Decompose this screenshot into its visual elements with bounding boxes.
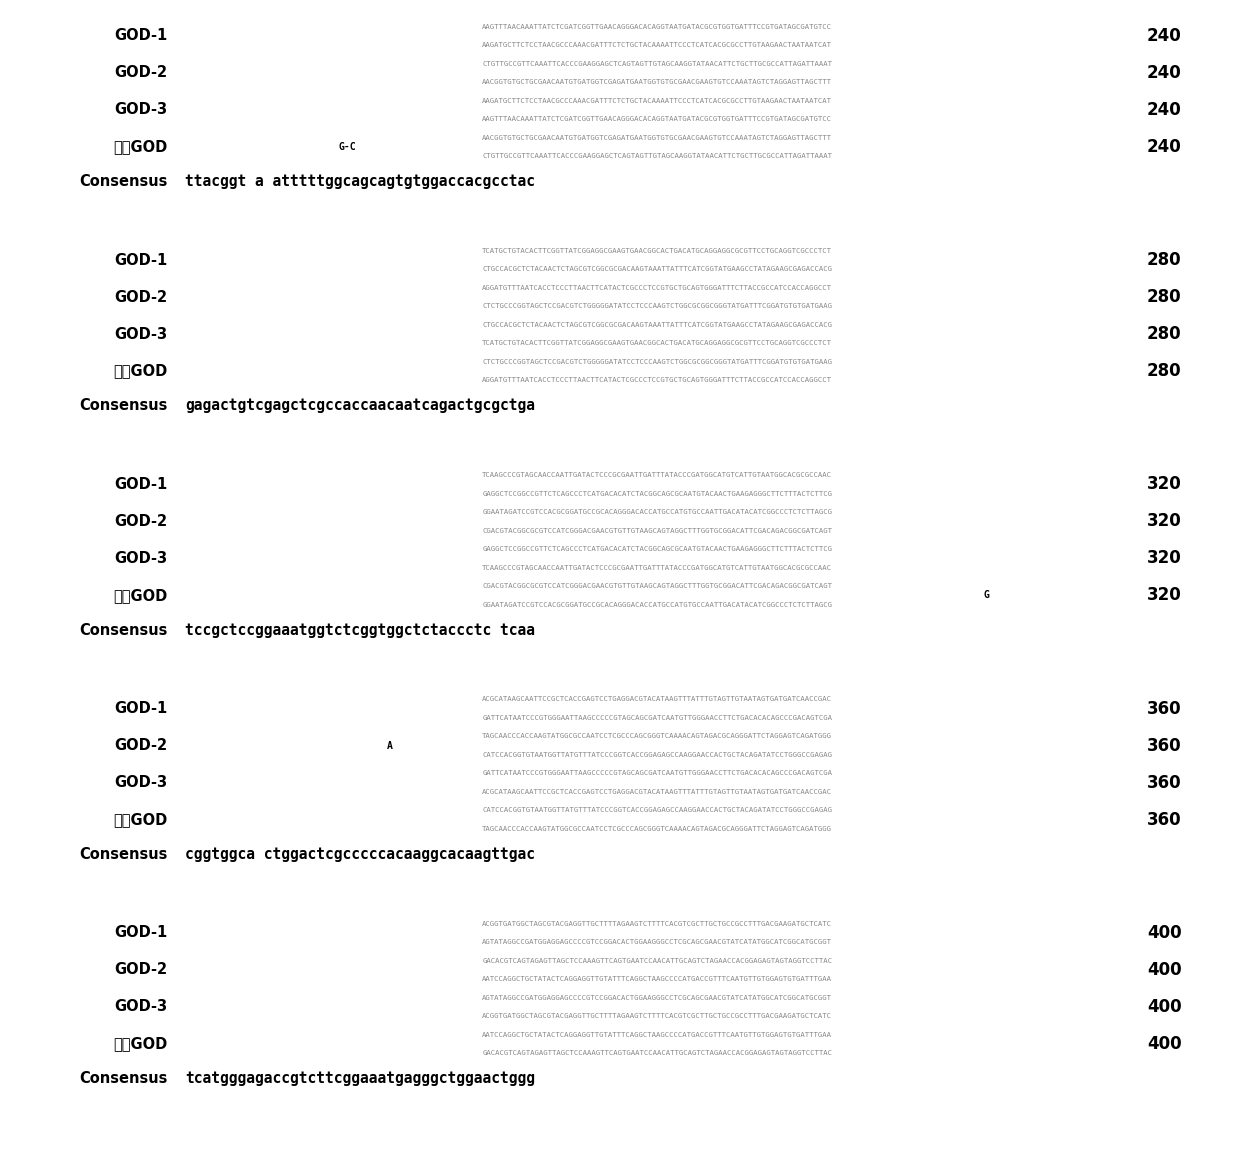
Text: TCAAGCCCGTAGCAACCAATTGATACTCCCGCGAATTGATTTATACCCGATGGCATGTCATTGTAATGGCACGCGCCAAC: TCAAGCCCGTAGCAACCAATTGATACTCCCGCGAATTGAT… xyxy=(482,564,832,571)
Text: Consensus: Consensus xyxy=(79,1072,167,1085)
Text: CGACGTACGGCGCGTCCATCGGGACGAACGTGTTGTAAGCAGTAGGCTTTGGTGCGGACATTCGACAGACGGCGATCAGT: CGACGTACGGCGCGTCCATCGGGACGAACGTGTTGTAAGC… xyxy=(482,527,832,534)
Text: cggtggca ctggactcgcccccacaaggcacaagttgac: cggtggca ctggactcgcccccacaaggcacaagttgac xyxy=(185,847,534,861)
Text: AAGATGCTTCTCCTAACGCCCAAACGATTTCTCTGCTACAAAATTCCCTCATCACGCGCCTTGTAAGAACTAATAATCAT: AAGATGCTTCTCCTAACGCCCAAACGATTTCTCTGCTACA… xyxy=(482,42,832,49)
Text: GATTCATAATCCCGTGGGAATTAAGCCCCCGTAGCAGCGATCAATGTTGGGAACCTTCTGACACACAGCCCGACAGTCGA: GATTCATAATCCCGTGGGAATTAAGCCCCCGTAGCAGCGA… xyxy=(482,770,832,777)
Text: tcatgggagaccgtcttcggaaatgagggctggaactggg: tcatgggagaccgtcttcggaaatgagggctggaactggg xyxy=(185,1072,534,1085)
Text: 240: 240 xyxy=(1147,138,1182,156)
Text: AGGATGTTTAATCACCTCCCTTAACTTCATACTCGCCCTCCGTGCTGCAGTGGGATTTCTTACCGCCATCCACCAGGCCT: AGGATGTTTAATCACCTCCCTTAACTTCATACTCGCCCTC… xyxy=(482,377,832,384)
Text: 240: 240 xyxy=(1147,101,1182,119)
Text: CTGCCACGCTCTACAACTCTAGCGTCGGCGCGACAAGTAAATTATTTCATCGGTATGAAGCCTATAGAAGCGAGACCACG: CTGCCACGCTCTACAACTCTAGCGTCGGCGCGACAAGTAA… xyxy=(482,321,832,328)
Text: AATCCAGGCTGCTATACTCAGGAGGTTGTATTTCAGGCTAAGCCCCATGACCGTTTCAATGTTGTGGAGTGTGATTTGAA: AATCCAGGCTGCTATACTCAGGAGGTTGTATTTCAGGCTA… xyxy=(482,1031,832,1038)
Text: AGTATAGGCCGATGGAGGAGCCCCGTCCGGACACTGGAAGGGCCTCGCAGCGAACGTATCATATGGCATCGGCATGCGGT: AGTATAGGCCGATGGAGGAGCCCCGTCCGGACACTGGAAG… xyxy=(482,939,832,946)
Text: TCATGCTGTACACTTCGGTTATCGGAGGCGAAGTGAACGGCACTGACATGCAGGAGGCGCGTTCCTGCAGGTCGCCCTCT: TCATGCTGTACACTTCGGTTATCGGAGGCGAAGTGAACGG… xyxy=(482,247,832,254)
Text: gagactgtcgagctcgccaccaacaatcagactgcgctga: gagactgtcgagctcgccaccaacaatcagactgcgctga xyxy=(185,399,534,413)
Text: 280: 280 xyxy=(1147,288,1182,306)
Text: 400: 400 xyxy=(1147,961,1182,979)
Text: G-C: G-C xyxy=(339,142,356,151)
Text: 400: 400 xyxy=(1147,924,1182,942)
Text: ACGCATAAGCAATTCCGCTCACCGAGTCCTGAGGACGTACATAAGTTTATTTGTAGTTGTAATAGTGATGATCAACCGAC: ACGCATAAGCAATTCCGCTCACCGAGTCCTGAGGACGTAC… xyxy=(482,696,832,703)
Text: 320: 320 xyxy=(1147,549,1182,568)
Text: GOD-3: GOD-3 xyxy=(114,327,167,341)
Text: CGACGTACGGCGCGTCCATCGGGACGAACGTGTTGTAAGCAGTAGGCTTTGGTGCGGACATTCGACAGACGGCGATCAGT: CGACGTACGGCGCGTCCATCGGGACGAACGTGTTGTAAGC… xyxy=(482,583,832,590)
Text: 280: 280 xyxy=(1147,251,1182,269)
Text: 原始GOD: 原始GOD xyxy=(113,364,167,378)
Text: Consensus: Consensus xyxy=(79,847,167,861)
Text: GOD-2: GOD-2 xyxy=(114,290,167,304)
Text: CTCTGCCCGGTAGCTCCGACGTCTGGGGGATATCCTCCCAAGTCTGGCGCGGCGGGTATGATTTCGGATGTGTGATGAAG: CTCTGCCCGGTAGCTCCGACGTCTGGGGGATATCCTCCCA… xyxy=(482,358,832,365)
Text: GGAATAGATCCGTCCACGCGGATGCCGCACAGGGACACCATGCCATGTGCCAATTGACATACATCGGCCCTCTCTTAGCG: GGAATAGATCCGTCCACGCGGATGCCGCACAGGGACACCA… xyxy=(482,509,832,516)
Text: Consensus: Consensus xyxy=(79,175,167,188)
Text: GATTCATAATCCCGTGGGAATTAAGCCCCCGTAGCAGCGATCAATGTTGGGAACCTTCTGACACACAGCCCGACAGTCGA: GATTCATAATCCCGTGGGAATTAAGCCCCCGTAGCAGCGA… xyxy=(482,714,832,721)
Text: GOD-1: GOD-1 xyxy=(114,29,167,43)
Text: GOD-2: GOD-2 xyxy=(114,739,167,753)
Text: TCATGCTGTACACTTCGGTTATCGGAGGCGAAGTGAACGGCACTGACATGCAGGAGGCGCGTTCCTGCAGGTCGCCCTCT: TCATGCTGTACACTTCGGTTATCGGAGGCGAAGTGAACGG… xyxy=(482,340,832,347)
Text: 320: 320 xyxy=(1147,586,1182,605)
Text: 240: 240 xyxy=(1147,64,1182,82)
Text: 280: 280 xyxy=(1147,325,1182,343)
Text: 400: 400 xyxy=(1147,998,1182,1016)
Text: GAGGCTCCGGCCGTTCTCAGCCCTCATGACACATCTACGGCAGCGCAATGTACAACTGAAGAGGGCTTCTTTACTCTTCG: GAGGCTCCGGCCGTTCTCAGCCCTCATGACACATCTACGG… xyxy=(482,546,832,553)
Text: AGTATAGGCCGATGGAGGAGCCCCGTCCGGACACTGGAAGGGCCTCGCAGCGAACGTATCATATGGCATCGGCATGCGGT: AGTATAGGCCGATGGAGGAGCCCCGTCCGGACACTGGAAG… xyxy=(482,994,832,1001)
Text: 400: 400 xyxy=(1147,1035,1182,1053)
Text: 360: 360 xyxy=(1147,810,1182,829)
Text: 360: 360 xyxy=(1147,699,1182,718)
Text: 原始GOD: 原始GOD xyxy=(113,140,167,154)
Text: GOD-3: GOD-3 xyxy=(114,776,167,790)
Text: GOD-3: GOD-3 xyxy=(114,551,167,565)
Text: CTGCCACGCTCTACAACTCTAGCGTCGGCGCGACAAGTAAATTATTTCATCGGTATGAAGCCTATAGAAGCGAGACCACG: CTGCCACGCTCTACAACTCTAGCGTCGGCGCGACAAGTAA… xyxy=(482,266,832,273)
Text: AGGATGTTTAATCACCTCCCTTAACTTCATACTCGCCCTCCGTGCTGCAGTGGGATTTCTTACCGCCATCCACCAGGCCT: AGGATGTTTAATCACCTCCCTTAACTTCATACTCGCCCTC… xyxy=(482,284,832,291)
Text: GOD-2: GOD-2 xyxy=(114,963,167,977)
Text: ACGCATAAGCAATTCCGCTCACCGAGTCCTGAGGACGTACATAAGTTTATTTGTAGTTGTAATAGTGATGATCAACCGAC: ACGCATAAGCAATTCCGCTCACCGAGTCCTGAGGACGTAC… xyxy=(482,788,832,795)
Text: 原始GOD: 原始GOD xyxy=(113,588,167,602)
Text: GOD-3: GOD-3 xyxy=(114,103,167,117)
Text: tccgctccggaaatggtctcggtggctctaccctc tcaa: tccgctccggaaatggtctcggtggctctaccctc tcaa xyxy=(185,623,534,637)
Text: AAGATGCTTCTCCTAACGCCCAAACGATTTCTCTGCTACAAAATTCCCTCATCACGCGCCTTGTAAGAACTAATAATCAT: AAGATGCTTCTCCTAACGCCCAAACGATTTCTCTGCTACA… xyxy=(482,97,832,104)
Text: ACGGTGATGGCTAGCGTACGAGGTTGCTTTTAGAAGTCTTTTCACGTCGCTTGCTGCCGCCTTTGACGAAGATGCTCATC: ACGGTGATGGCTAGCGTACGAGGTTGCTTTTAGAAGTCTT… xyxy=(482,920,832,927)
Text: CTGTTGCCGTTCAAATTCACCCGAAGGAGCTCAGTAGTTGTAGCAAGGTATAACATTCTGCTTGCGCCATTAGATTAAAT: CTGTTGCCGTTCAAATTCACCCGAAGGAGCTCAGTAGTTG… xyxy=(482,60,832,67)
Text: GOD-3: GOD-3 xyxy=(114,1000,167,1014)
Text: CATCCACGGTGTAATGGTTATGTTTATCCCGGTCACCGGAGAGCCAAGGAACCACTGCTACAGATATCCTGGGCCGAGAG: CATCCACGGTGTAATGGTTATGTTTATCCCGGTCACCGGA… xyxy=(482,807,832,814)
Text: Consensus: Consensus xyxy=(79,623,167,637)
Text: GAGGCTCCGGCCGTTCTCAGCCCTCATGACACATCTACGGCAGCGCAATGTACAACTGAAGAGGGCTTCTTTACTCTTCG: GAGGCTCCGGCCGTTCTCAGCCCTCATGACACATCTACGG… xyxy=(482,490,832,497)
Text: GOD-1: GOD-1 xyxy=(114,477,167,491)
Text: AAGTTTAACAAATTATCTCGATCGGTTGAACAGGGACACAGGTAATGATACGCGTGGTGATTTCCGTGATAGCGATGTCC: AAGTTTAACAAATTATCTCGATCGGTTGAACAGGGACACA… xyxy=(482,23,832,30)
Text: 320: 320 xyxy=(1147,475,1182,494)
Text: 240: 240 xyxy=(1147,27,1182,45)
Text: GACACGTCAGTAGAGTTAGCTCCAAAGTTCAGTGAATCCAACATTGCAGTCTAGAACCACGGAGAGTAGTAGGTCCTTAC: GACACGTCAGTAGAGTTAGCTCCAAAGTTCAGTGAATCCA… xyxy=(482,957,832,964)
Text: ttacggt a atttttggcagcagtgtggaccacgcctac: ttacggt a atttttggcagcagtgtggaccacgcctac xyxy=(185,175,534,188)
Text: GOD-1: GOD-1 xyxy=(114,926,167,940)
Text: 360: 360 xyxy=(1147,773,1182,792)
Text: GGAATAGATCCGTCCACGCGGATGCCGCACAGGGACACCATGCCATGTGCCAATTGACATACATCGGCCCTCTCTTAGCG: GGAATAGATCCGTCCACGCGGATGCCGCACAGGGACACCA… xyxy=(482,601,832,608)
Text: AAGTTTAACAAATTATCTCGATCGGTTGAACAGGGACACAGGTAATGATACGCGTGGTGATTTCCGTGATAGCGATGTCC: AAGTTTAACAAATTATCTCGATCGGTTGAACAGGGACACA… xyxy=(482,116,832,123)
Text: 原始GOD: 原始GOD xyxy=(113,813,167,827)
Text: 原始GOD: 原始GOD xyxy=(113,1037,167,1051)
Text: CATCCACGGTGTAATGGTTATGTTTATCCCGGTCACCGGAGAGCCAAGGAACCACTGCTACAGATATCCTGGGCCGAGAG: CATCCACGGTGTAATGGTTATGTTTATCCCGGTCACCGGA… xyxy=(482,751,832,758)
Text: A: A xyxy=(387,741,393,750)
Text: GOD-1: GOD-1 xyxy=(114,702,167,716)
Text: 320: 320 xyxy=(1147,512,1182,531)
Text: GACACGTCAGTAGAGTTAGCTCCAAAGTTCAGTGAATCCAACATTGCAGTCTAGAACCACGGAGAGTAGTAGGTCCTTAC: GACACGTCAGTAGAGTTAGCTCCAAAGTTCAGTGAATCCA… xyxy=(482,1050,832,1057)
Text: AATCCAGGCTGCTATACTCAGGAGGTTGTATTTCAGGCTAAGCCCCATGACCGTTTCAATGTTGTGGAGTGTGATTTGAA: AATCCAGGCTGCTATACTCAGGAGGTTGTATTTCAGGCTA… xyxy=(482,976,832,983)
Text: AACGGTGTGCTGCGAACAATGTGATGGTCGAGATGAATGGTGTGCGAACGAAGTGTCCAAATAGTCTAGGAGTTAGCTTT: AACGGTGTGCTGCGAACAATGTGATGGTCGAGATGAATGG… xyxy=(482,134,832,141)
Text: 280: 280 xyxy=(1147,362,1182,380)
Text: CTCTGCCCGGTAGCTCCGACGTCTGGGGGATATCCTCCCAAGTCTGGCGCGGCGGGTATGATTTCGGATGTGTGATGAAG: CTCTGCCCGGTAGCTCCGACGTCTGGGGGATATCCTCCCA… xyxy=(482,303,832,310)
Text: GOD-2: GOD-2 xyxy=(114,514,167,528)
Text: TAGCAACCCACCAAGTATGGCGCCAATCCTCGCCCAGCGGGTCAAAACAGTAGACGCAGGGATTCTAGGAGTCAGATGGG: TAGCAACCCACCAAGTATGGCGCCAATCCTCGCCCAGCGG… xyxy=(482,733,832,740)
Text: Consensus: Consensus xyxy=(79,399,167,413)
Text: TCAAGCCCGTAGCAACCAATTGATACTCCCGCGAATTGATTTATACCCGATGGCATGTCATTGTAATGGCACGCGCCAAC: TCAAGCCCGTAGCAACCAATTGATACTCCCGCGAATTGAT… xyxy=(482,472,832,479)
Text: G: G xyxy=(983,591,990,600)
Text: TAGCAACCCACCAAGTATGGCGCCAATCCTCGCCCAGCGGGTCAAAACAGTAGACGCAGGGATTCTAGGAGTCAGATGGG: TAGCAACCCACCAAGTATGGCGCCAATCCTCGCCCAGCGG… xyxy=(482,825,832,832)
Text: GOD-2: GOD-2 xyxy=(114,66,167,80)
Text: ACGGTGATGGCTAGCGTACGAGGTTGCTTTTAGAAGTCTTTTCACGTCGCTTGCTGCCGCCTTTGACGAAGATGCTCATC: ACGGTGATGGCTAGCGTACGAGGTTGCTTTTAGAAGTCTT… xyxy=(482,1013,832,1020)
Text: AACGGTGTGCTGCGAACAATGTGATGGTCGAGATGAATGGTGTGCGAACGAAGTGTCCAAATAGTCTAGGAGTTAGCTTT: AACGGTGTGCTGCGAACAATGTGATGGTCGAGATGAATGG… xyxy=(482,79,832,86)
Text: GOD-1: GOD-1 xyxy=(114,253,167,267)
Text: 360: 360 xyxy=(1147,736,1182,755)
Text: CTGTTGCCGTTCAAATTCACCCGAAGGAGCTCAGTAGTTGTAGCAAGGTATAACATTCTGCTTGCGCCATTAGATTAAAT: CTGTTGCCGTTCAAATTCACCCGAAGGAGCTCAGTAGTTG… xyxy=(482,153,832,160)
